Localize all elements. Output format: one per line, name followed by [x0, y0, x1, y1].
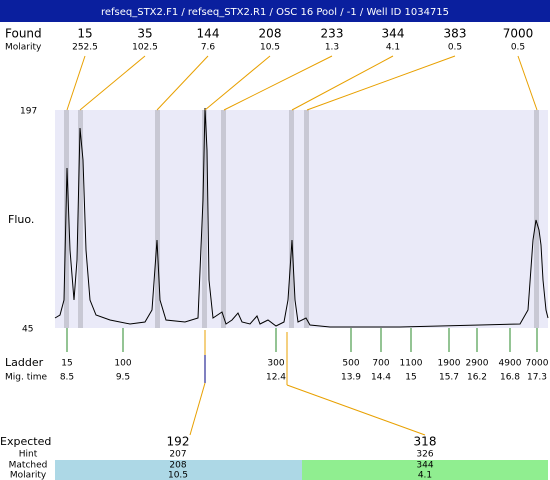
ladder-size: 7000 [526, 359, 549, 369]
connector [66, 55, 86, 111]
ladder-size: 500 [342, 359, 359, 369]
matched: 208 [169, 461, 186, 471]
ladder-time: 17.3 [527, 373, 547, 383]
found-size: 35 [137, 27, 152, 41]
found-label: Found [5, 27, 42, 41]
title: refseq_STX2.F1 / refseq_STX2.R1 / OSC 16… [101, 7, 449, 18]
ladder-size: 2900 [466, 359, 489, 369]
found-molarity: 1.3 [325, 43, 339, 53]
found-molarity: 102.5 [132, 43, 158, 53]
hint-label: Hint [19, 450, 38, 460]
match-bar [302, 460, 548, 480]
ladder-size: 300 [267, 359, 284, 369]
connector [286, 384, 426, 436]
matched: 344 [416, 461, 433, 471]
y-axis-label: Fluo. [8, 213, 34, 226]
mig-time-label: Mig. time [5, 373, 47, 383]
connector [189, 382, 206, 436]
ladder-size: 100 [114, 359, 131, 369]
ladder-size: 700 [372, 359, 389, 369]
ladder-time: 14.4 [371, 373, 391, 383]
y-max: 197 [20, 107, 37, 117]
found-size: 344 [382, 27, 405, 41]
found-molarity: 0.5 [448, 43, 462, 53]
ladder-size: 1900 [438, 359, 461, 369]
ladder-time: 8.5 [60, 373, 74, 383]
expected-size: 192 [167, 435, 190, 449]
found-size: 208 [259, 27, 282, 41]
matched-label: Matched [9, 461, 48, 471]
ladder-time: 16.2 [467, 373, 487, 383]
found-molarity: 252.5 [72, 43, 98, 53]
connector [156, 55, 209, 111]
connector [306, 55, 456, 111]
hint: 207 [169, 450, 186, 460]
hint: 326 [416, 450, 433, 460]
plot-area [55, 110, 548, 328]
y-min: 45 [22, 325, 33, 335]
ladder-time: 13.9 [341, 373, 361, 383]
ladder-size: 1100 [400, 359, 423, 369]
peak-bands [64, 110, 539, 328]
molarity: 10.5 [168, 471, 188, 480]
ladder-time: 15.7 [439, 373, 459, 383]
connector [291, 55, 394, 111]
molarity-label: Molarity [5, 43, 42, 53]
found-size: 144 [197, 27, 220, 41]
ladder-size: 4900 [499, 359, 522, 369]
connector [517, 55, 538, 111]
found-size: 383 [444, 27, 467, 41]
ladder-label: Ladder [5, 356, 44, 369]
found-molarity: 7.6 [201, 43, 216, 53]
ladder-time: 9.5 [116, 373, 130, 383]
connector [204, 55, 271, 111]
molarity: 4.1 [418, 471, 432, 480]
found-size: 15 [77, 27, 92, 41]
found-size: 7000 [503, 27, 534, 41]
trace [54, 107, 549, 328]
ladder-time: 12.4 [266, 373, 286, 383]
expected-size: 318 [414, 435, 437, 449]
ladder-time: 15 [405, 373, 416, 383]
found-molarity: 0.5 [511, 43, 525, 53]
found-molarity: 10.5 [260, 43, 280, 53]
connector [79, 55, 146, 111]
ladder-time: 16.8 [500, 373, 520, 383]
ladder-size: 15 [61, 359, 72, 369]
found-size: 233 [321, 27, 344, 41]
match-bar [55, 460, 302, 480]
expected-label: Expected [0, 435, 51, 448]
found-molarity: 4.1 [386, 43, 400, 53]
title-bar [0, 0, 550, 22]
connector [223, 55, 333, 111]
molarity-row-label: Molarity [10, 471, 47, 480]
